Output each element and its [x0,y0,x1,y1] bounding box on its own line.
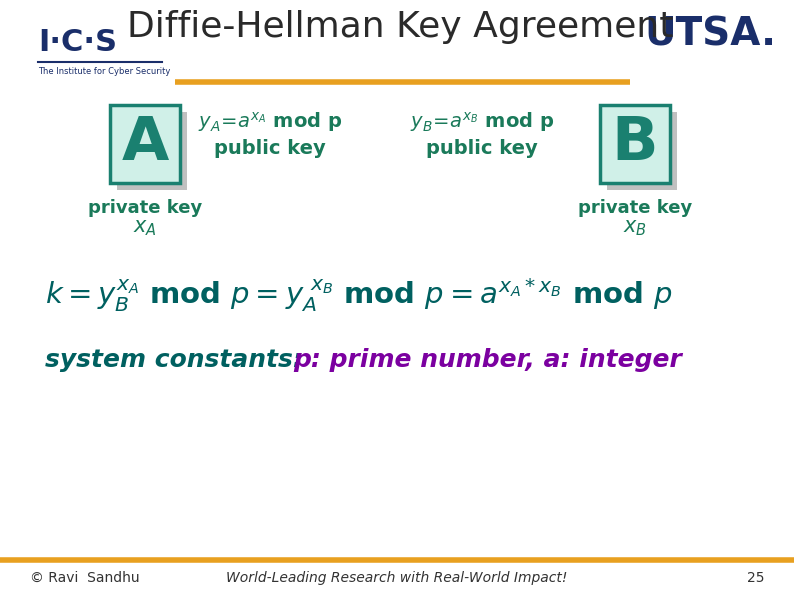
Bar [607,112,677,190]
Text: $y_A\!=\!a^{x_A}$ mod p: $y_A\!=\!a^{x_A}$ mod p [198,110,342,134]
Bar [600,105,670,183]
Text: UTSA.: UTSA. [644,15,776,53]
Text: © Ravi  Sandhu: © Ravi Sandhu [30,571,140,585]
Text: A: A [121,114,168,174]
Text: $x_B$: $x_B$ [623,218,647,238]
Text: The Institute for Cyber Security: The Institute for Cyber Security [38,67,171,76]
Text: $y_B\!=\!a^{x_B}$ mod p: $y_B\!=\!a^{x_B}$ mod p [410,110,554,134]
Text: public key: public key [214,139,326,158]
Text: $k = y_B^{x_A}$ mod $p = y_A^{\ x_B}$ mod $p = a^{x_A*x_B}$ mod $p$: $k = y_B^{x_A}$ mod $p = y_A^{\ x_B}$ mo… [45,276,673,314]
Text: Diffie-Hellman Key Agreement: Diffie-Hellman Key Agreement [127,10,673,44]
Text: B: B [611,114,658,174]
Text: private key: private key [88,199,202,217]
Text: $x_A$: $x_A$ [133,218,157,238]
Text: I·C·S: I·C·S [38,28,117,57]
Text: private key: private key [578,199,692,217]
Text: 25: 25 [746,571,764,585]
Bar [117,112,187,190]
Text: public key: public key [426,139,538,158]
Text: p: prime number, a: integer: p: prime number, a: integer [293,348,682,372]
Text: system constants:: system constants: [45,348,311,372]
Text: World-Leading Research with Real-World Impact!: World-Leading Research with Real-World I… [226,571,568,585]
Bar [110,105,180,183]
